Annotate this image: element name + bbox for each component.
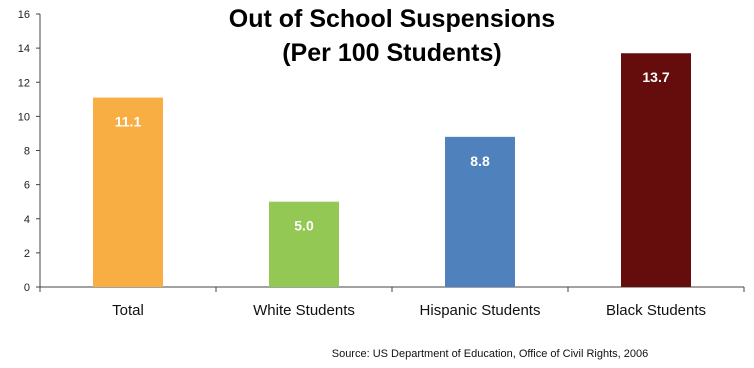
y-tick-label: 8 xyxy=(24,146,30,158)
y-tick-label: 6 xyxy=(24,180,30,192)
chart-title-line-1: Out of School Suspensions xyxy=(229,5,555,33)
x-tick-label: Black Students xyxy=(606,302,706,319)
bar-value-label: 13.7 xyxy=(642,69,669,85)
bar xyxy=(93,97,163,287)
y-tick-label: 10 xyxy=(18,111,30,123)
y-tick-label: 14 xyxy=(18,43,30,55)
bar xyxy=(445,136,515,287)
x-tick-label: Total xyxy=(112,302,144,319)
bar xyxy=(621,53,691,288)
chart-title-line-2: (Per 100 Students) xyxy=(282,39,502,67)
x-tick-label: White Students xyxy=(253,302,355,319)
labels: 11.1 Total 5.0 White Students 8.8 Hispanic St… xyxy=(112,69,706,319)
y-tick-label: 2 xyxy=(24,248,30,260)
bar-value-label: 11.1 xyxy=(115,114,142,130)
x-tick-label: Hispanic Students xyxy=(420,302,541,319)
bars xyxy=(93,53,691,288)
bar xyxy=(269,201,339,287)
y-tick-label: 12 xyxy=(18,77,30,89)
y-tick-label: 4 xyxy=(24,214,30,226)
source-note: Source: US Department of Education, Offi… xyxy=(332,348,649,360)
bar-value-label: 8.8 xyxy=(470,153,490,169)
y-tick-label: 16 xyxy=(18,9,30,21)
chart-title: Out of School Suspensions (Per 100 Stude… xyxy=(229,5,555,67)
y-tick-label: 0 xyxy=(24,282,30,294)
bar-value-label: 5.0 xyxy=(294,218,314,234)
